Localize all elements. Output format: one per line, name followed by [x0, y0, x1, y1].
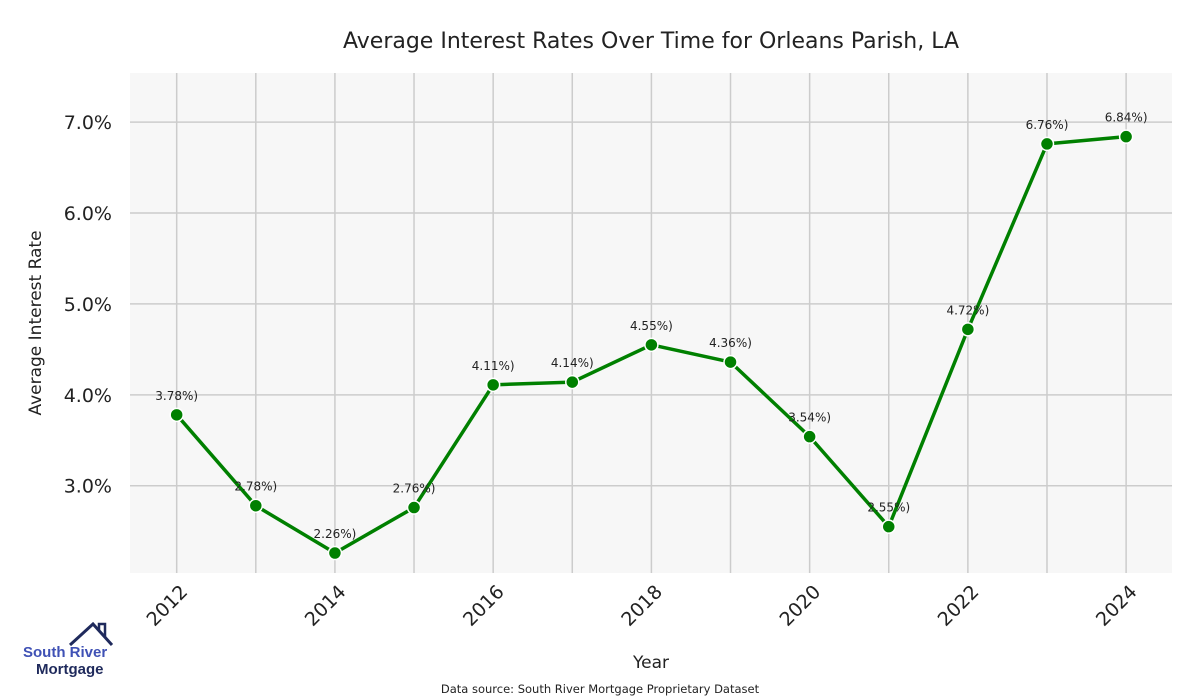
y-tick-label: 7.0%: [64, 112, 112, 134]
data-point: [1039, 136, 1055, 152]
y-tick-label: 6.0%: [64, 203, 112, 225]
data-label: 3.54%): [788, 411, 831, 425]
x-tick-label: 2012: [142, 581, 192, 631]
chart-title: Average Interest Rates Over Time for Orl…: [343, 29, 959, 54]
data-point: [881, 519, 897, 534]
y-tick-label: 3.0%: [64, 476, 112, 498]
data-label: 4.14%): [551, 356, 594, 370]
data-label: 2.55%): [867, 501, 910, 515]
data-label: 6.76%): [1026, 118, 1069, 132]
data-label: 4.11%): [472, 359, 515, 373]
x-axis-label: Year: [632, 653, 669, 673]
y-tick-label: 4.0%: [64, 385, 112, 407]
logo-line1: South River: [23, 644, 108, 661]
data-label: 2.76%): [393, 482, 436, 496]
data-point: [644, 337, 659, 353]
y-axis-label: Average Interest Rate: [26, 230, 46, 415]
data-point: [248, 498, 264, 513]
data-label: 2.78%): [234, 480, 277, 494]
data-label: 4.36%): [709, 336, 752, 350]
company-logo: South River Mortgage: [20, 622, 115, 682]
x-tick-label: 2022: [934, 581, 984, 631]
house-icon: [68, 622, 114, 647]
x-tick-label: 2014: [301, 581, 351, 631]
x-tick-label: 2024: [1092, 581, 1142, 631]
x-tick-label: 2016: [459, 581, 509, 631]
data-point: [485, 377, 501, 393]
data-point: [406, 500, 422, 515]
data-label: 6.84%): [1105, 111, 1148, 125]
data-source: Data source: South River Mortgage Propri…: [441, 682, 760, 696]
x-tick-label: 2020: [775, 581, 825, 631]
data-point: [960, 322, 976, 337]
data-label: 3.78%): [155, 389, 198, 403]
logo-line2: Mortgage: [36, 661, 104, 678]
data-label: 2.26%): [314, 527, 357, 541]
data-label: 4.55%): [630, 319, 673, 333]
data-point: [1118, 129, 1134, 144]
data-point: [327, 545, 343, 561]
data-label: 4.72%): [946, 303, 989, 317]
y-tick-label: 5.0%: [64, 294, 112, 316]
data-point: [565, 374, 580, 390]
data-point: [802, 429, 817, 444]
data-point: [169, 407, 184, 423]
x-tick-label: 2018: [617, 581, 667, 631]
data-point: [723, 354, 738, 370]
